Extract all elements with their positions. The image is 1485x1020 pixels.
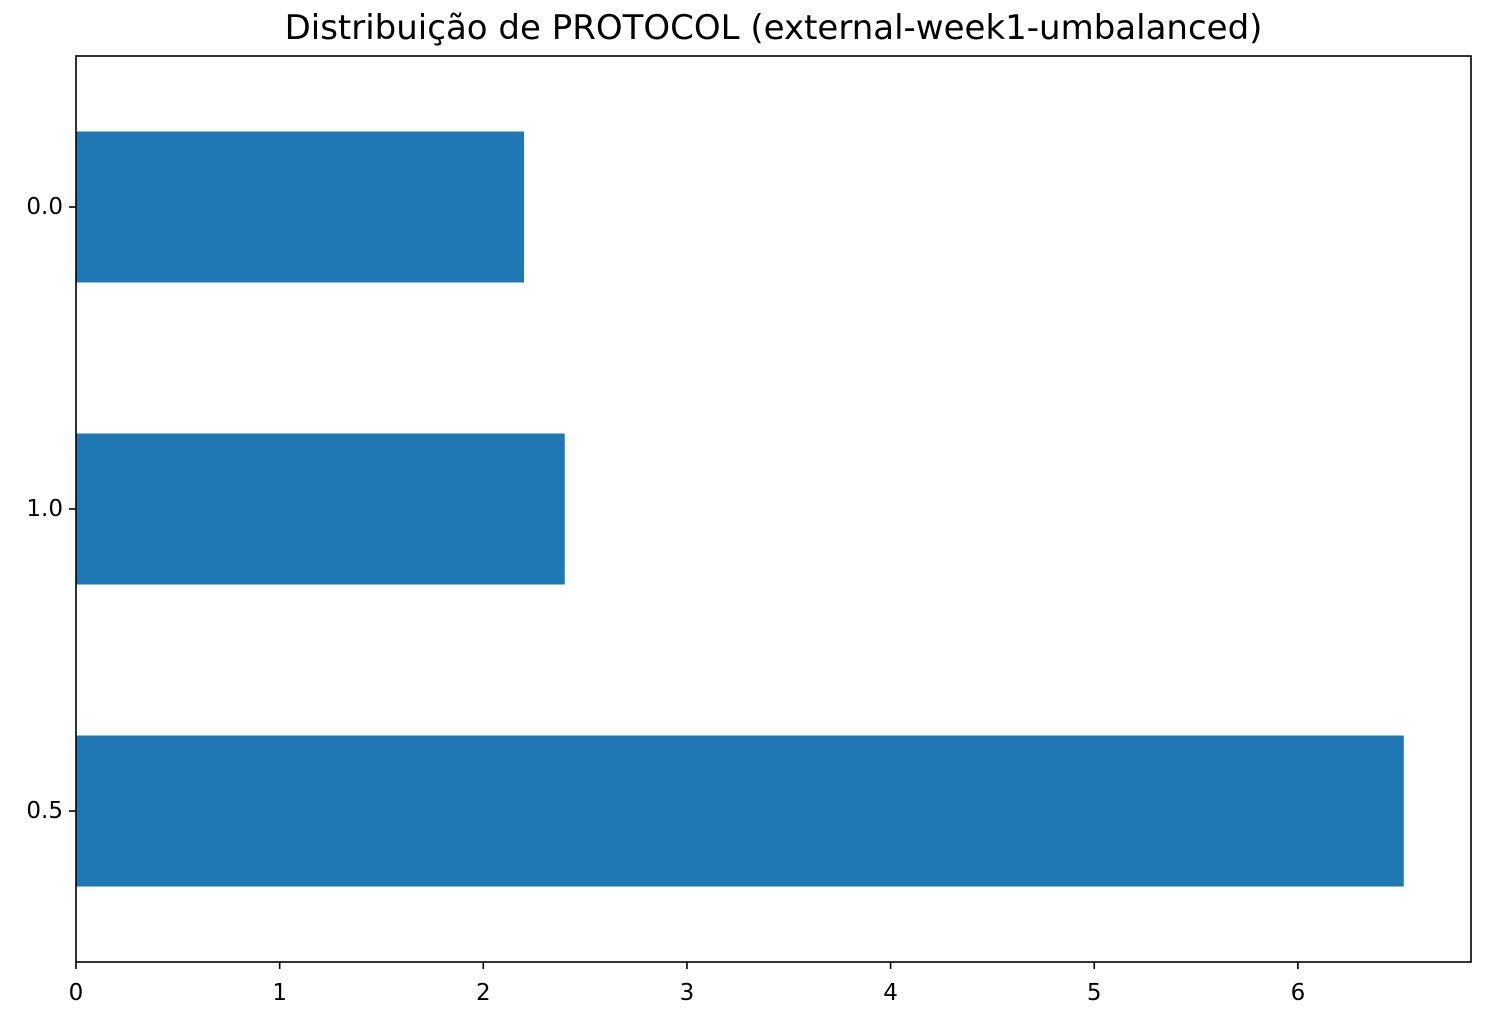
bar-0.5 (76, 735, 1404, 887)
y-tick-label: 1.0 (26, 496, 63, 522)
y-tick-label: 0.0 (26, 194, 63, 220)
bar-1.0 (76, 433, 565, 585)
x-tick-label: 0 (69, 980, 84, 1006)
chart-title: Distribuição de PROTOCOL (external-week1… (284, 8, 1263, 48)
x-tick-label: 6 (1291, 980, 1306, 1006)
x-tick-label: 3 (680, 980, 695, 1006)
x-tick-label: 4 (883, 980, 898, 1006)
x-tick-label: 1 (272, 980, 287, 1006)
bar-0.0 (76, 131, 525, 283)
x-tick-label: 5 (1087, 980, 1102, 1006)
x-tick-label: 2 (476, 980, 491, 1006)
y-tick-label: 0.5 (26, 798, 63, 824)
